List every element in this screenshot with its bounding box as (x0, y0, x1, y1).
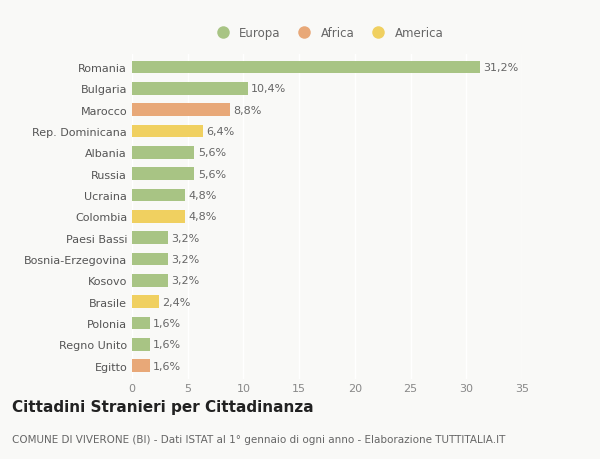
Bar (132, 146, 194, 159)
Text: 6,4%: 6,4% (206, 127, 235, 137)
Bar (132, 274, 167, 287)
Text: 1,6%: 1,6% (153, 319, 181, 328)
Text: 5,6%: 5,6% (198, 169, 226, 179)
Text: 3,2%: 3,2% (171, 254, 199, 264)
Text: 8,8%: 8,8% (233, 106, 262, 115)
Text: 3,2%: 3,2% (171, 233, 199, 243)
Text: Cittadini Stranieri per Cittadinanza: Cittadini Stranieri per Cittadinanza (12, 399, 314, 414)
Text: COMUNE DI VIVERONE (BI) - Dati ISTAT al 1° gennaio di ogni anno - Elaborazione T: COMUNE DI VIVERONE (BI) - Dati ISTAT al … (12, 434, 505, 444)
Bar (132, 359, 150, 372)
Text: 3,2%: 3,2% (171, 276, 199, 286)
Bar (132, 211, 185, 223)
Legend: Europa, Africa, America: Europa, Africa, America (206, 22, 448, 45)
Text: 4,8%: 4,8% (189, 190, 217, 201)
Bar (132, 253, 167, 266)
Bar (132, 62, 479, 74)
Bar (132, 104, 230, 117)
Bar (132, 125, 203, 138)
Bar (132, 83, 248, 95)
Text: 5,6%: 5,6% (198, 148, 226, 158)
Text: 1,6%: 1,6% (153, 361, 181, 371)
Text: 4,8%: 4,8% (189, 212, 217, 222)
Text: 31,2%: 31,2% (483, 63, 518, 73)
Bar (132, 296, 159, 308)
Text: 1,6%: 1,6% (153, 340, 181, 350)
Bar (132, 232, 167, 245)
Text: 10,4%: 10,4% (251, 84, 286, 94)
Bar (132, 168, 194, 181)
Text: 2,4%: 2,4% (162, 297, 190, 307)
Bar (132, 189, 185, 202)
Bar (132, 317, 150, 330)
Bar (132, 338, 150, 351)
